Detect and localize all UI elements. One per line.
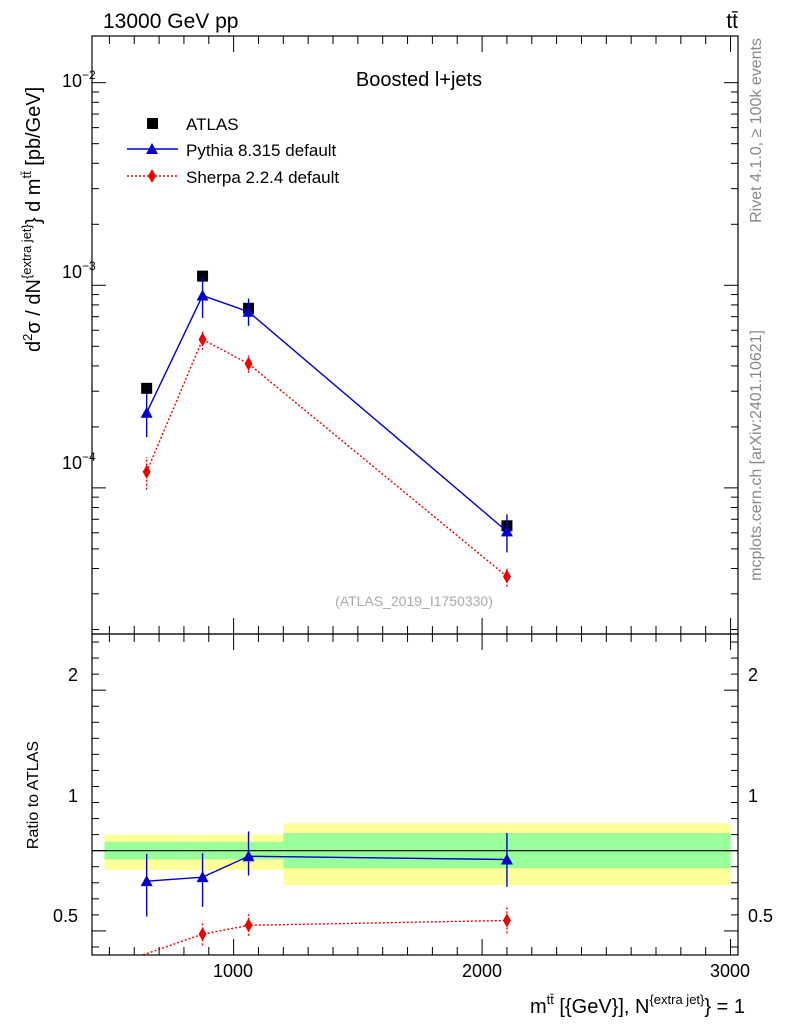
ratio-point-triangle (196, 871, 209, 883)
ratio-y-tick-label-right-1: 1 (748, 786, 758, 806)
ratio-point-diamond (244, 918, 253, 933)
ratio-y-tick-label-right-0.5: 0.5 (748, 906, 773, 926)
mcplots-reference-label: mcplots.cern.ch [arXiv:2401.10621] (748, 330, 765, 581)
ratio-y-tick-label-left-1: 1 (68, 786, 78, 806)
main-point-triangle (500, 525, 513, 537)
y-tick-label-1e-4: 10−4 (62, 450, 96, 473)
main-point-square (141, 382, 153, 394)
main-point-triangle (242, 305, 255, 317)
ratio-uncertainty-bands (104, 823, 731, 886)
ratio-point-diamond (502, 913, 511, 928)
legend: ATLAS Pythia 8.315 default Sherpa 2.2.4 … (127, 115, 339, 187)
main-point-diamond (142, 464, 151, 479)
ratio-y-tick-label-left-0.5: 0.5 (53, 906, 78, 926)
ratio-data-layer (123, 831, 513, 955)
main-point-triangle (140, 406, 153, 418)
main-point-diamond (502, 569, 511, 584)
main-data-layer (140, 270, 513, 587)
ratio-series-triangle (140, 831, 513, 917)
analysis-watermark: (ATLAS_2019_I1750330) (335, 593, 493, 609)
legend-atlas-marker (147, 118, 158, 129)
ratio-line-diamond (140, 919, 507, 955)
ratio-y-tick-labels: 2 1 0.5 2 1 0.5 (53, 665, 773, 926)
axes-frames (91, 35, 739, 956)
x-tick-labels: 1000 2000 3000 (213, 961, 750, 981)
ratio-point-diamond (198, 927, 207, 942)
ratio-frame (91, 633, 739, 956)
ratio-point-triangle (500, 853, 513, 865)
main-line-diamond (146, 338, 508, 578)
main-y-axis-label: d2σ / dN{extra jet}} d mtt̄ [pb/GeV] (19, 87, 45, 352)
main-series-triangle (140, 277, 513, 553)
legend-sherpa-label: Sherpa 2.2.4 default (186, 168, 339, 187)
legend-atlas-label: ATLAS (186, 115, 239, 134)
main-series-square (141, 270, 513, 532)
legend-pythia-marker (146, 143, 158, 154)
main-title: Boosted l+jets (356, 69, 482, 91)
x-tick-label-2000: 2000 (462, 961, 502, 981)
ratio-point-diamond (123, 954, 125, 955)
ratio-series-diamond (123, 905, 511, 955)
ratio-line-triangle (146, 855, 507, 882)
ratio-point-triangle (242, 850, 255, 862)
main-panel: Boosted l+jets (ATLAS_2019_I1750330) 10−… (19, 68, 493, 609)
main-point-triangle (196, 289, 209, 301)
main-point-square (197, 270, 209, 282)
legend-pythia-label: Pythia 8.315 default (186, 141, 337, 160)
rivet-version-label: Rivet 4.1.0, ≥ 100k events (748, 38, 765, 223)
y-tick-label-1e-2: 10−2 (62, 68, 96, 91)
x-tick-label-3000: 3000 (710, 961, 750, 981)
header-energy-label: 13000 GeV pp (103, 10, 238, 33)
main-point-diamond (198, 332, 207, 347)
legend-sherpa-marker (148, 169, 156, 183)
ratio-y-axis-label: Ratio to ATLAS (25, 741, 42, 849)
header-process-label: tt̄ (726, 10, 738, 33)
main-line-triangle (146, 294, 508, 532)
x-axis-label: mtt̄ [{GeV}], N{extra jet}} = 1 (530, 992, 745, 1018)
ratio-panel: 2 1 0.5 2 1 0.5 Ratio to ATLAS 1000 2000… (25, 665, 773, 1018)
ratio-y-tick-label-right-2: 2 (748, 665, 758, 685)
main-y-tick-labels: 10−2 10−3 10−4 (62, 68, 96, 473)
main-point-diamond (244, 356, 253, 371)
x-tick-label-1000: 1000 (213, 961, 253, 981)
ratio-point-triangle (140, 875, 153, 887)
main-series-diamond (142, 330, 511, 587)
y-tick-label-1e-3: 10−3 (62, 259, 96, 282)
ratio-y-tick-label-left-2: 2 (68, 665, 78, 685)
